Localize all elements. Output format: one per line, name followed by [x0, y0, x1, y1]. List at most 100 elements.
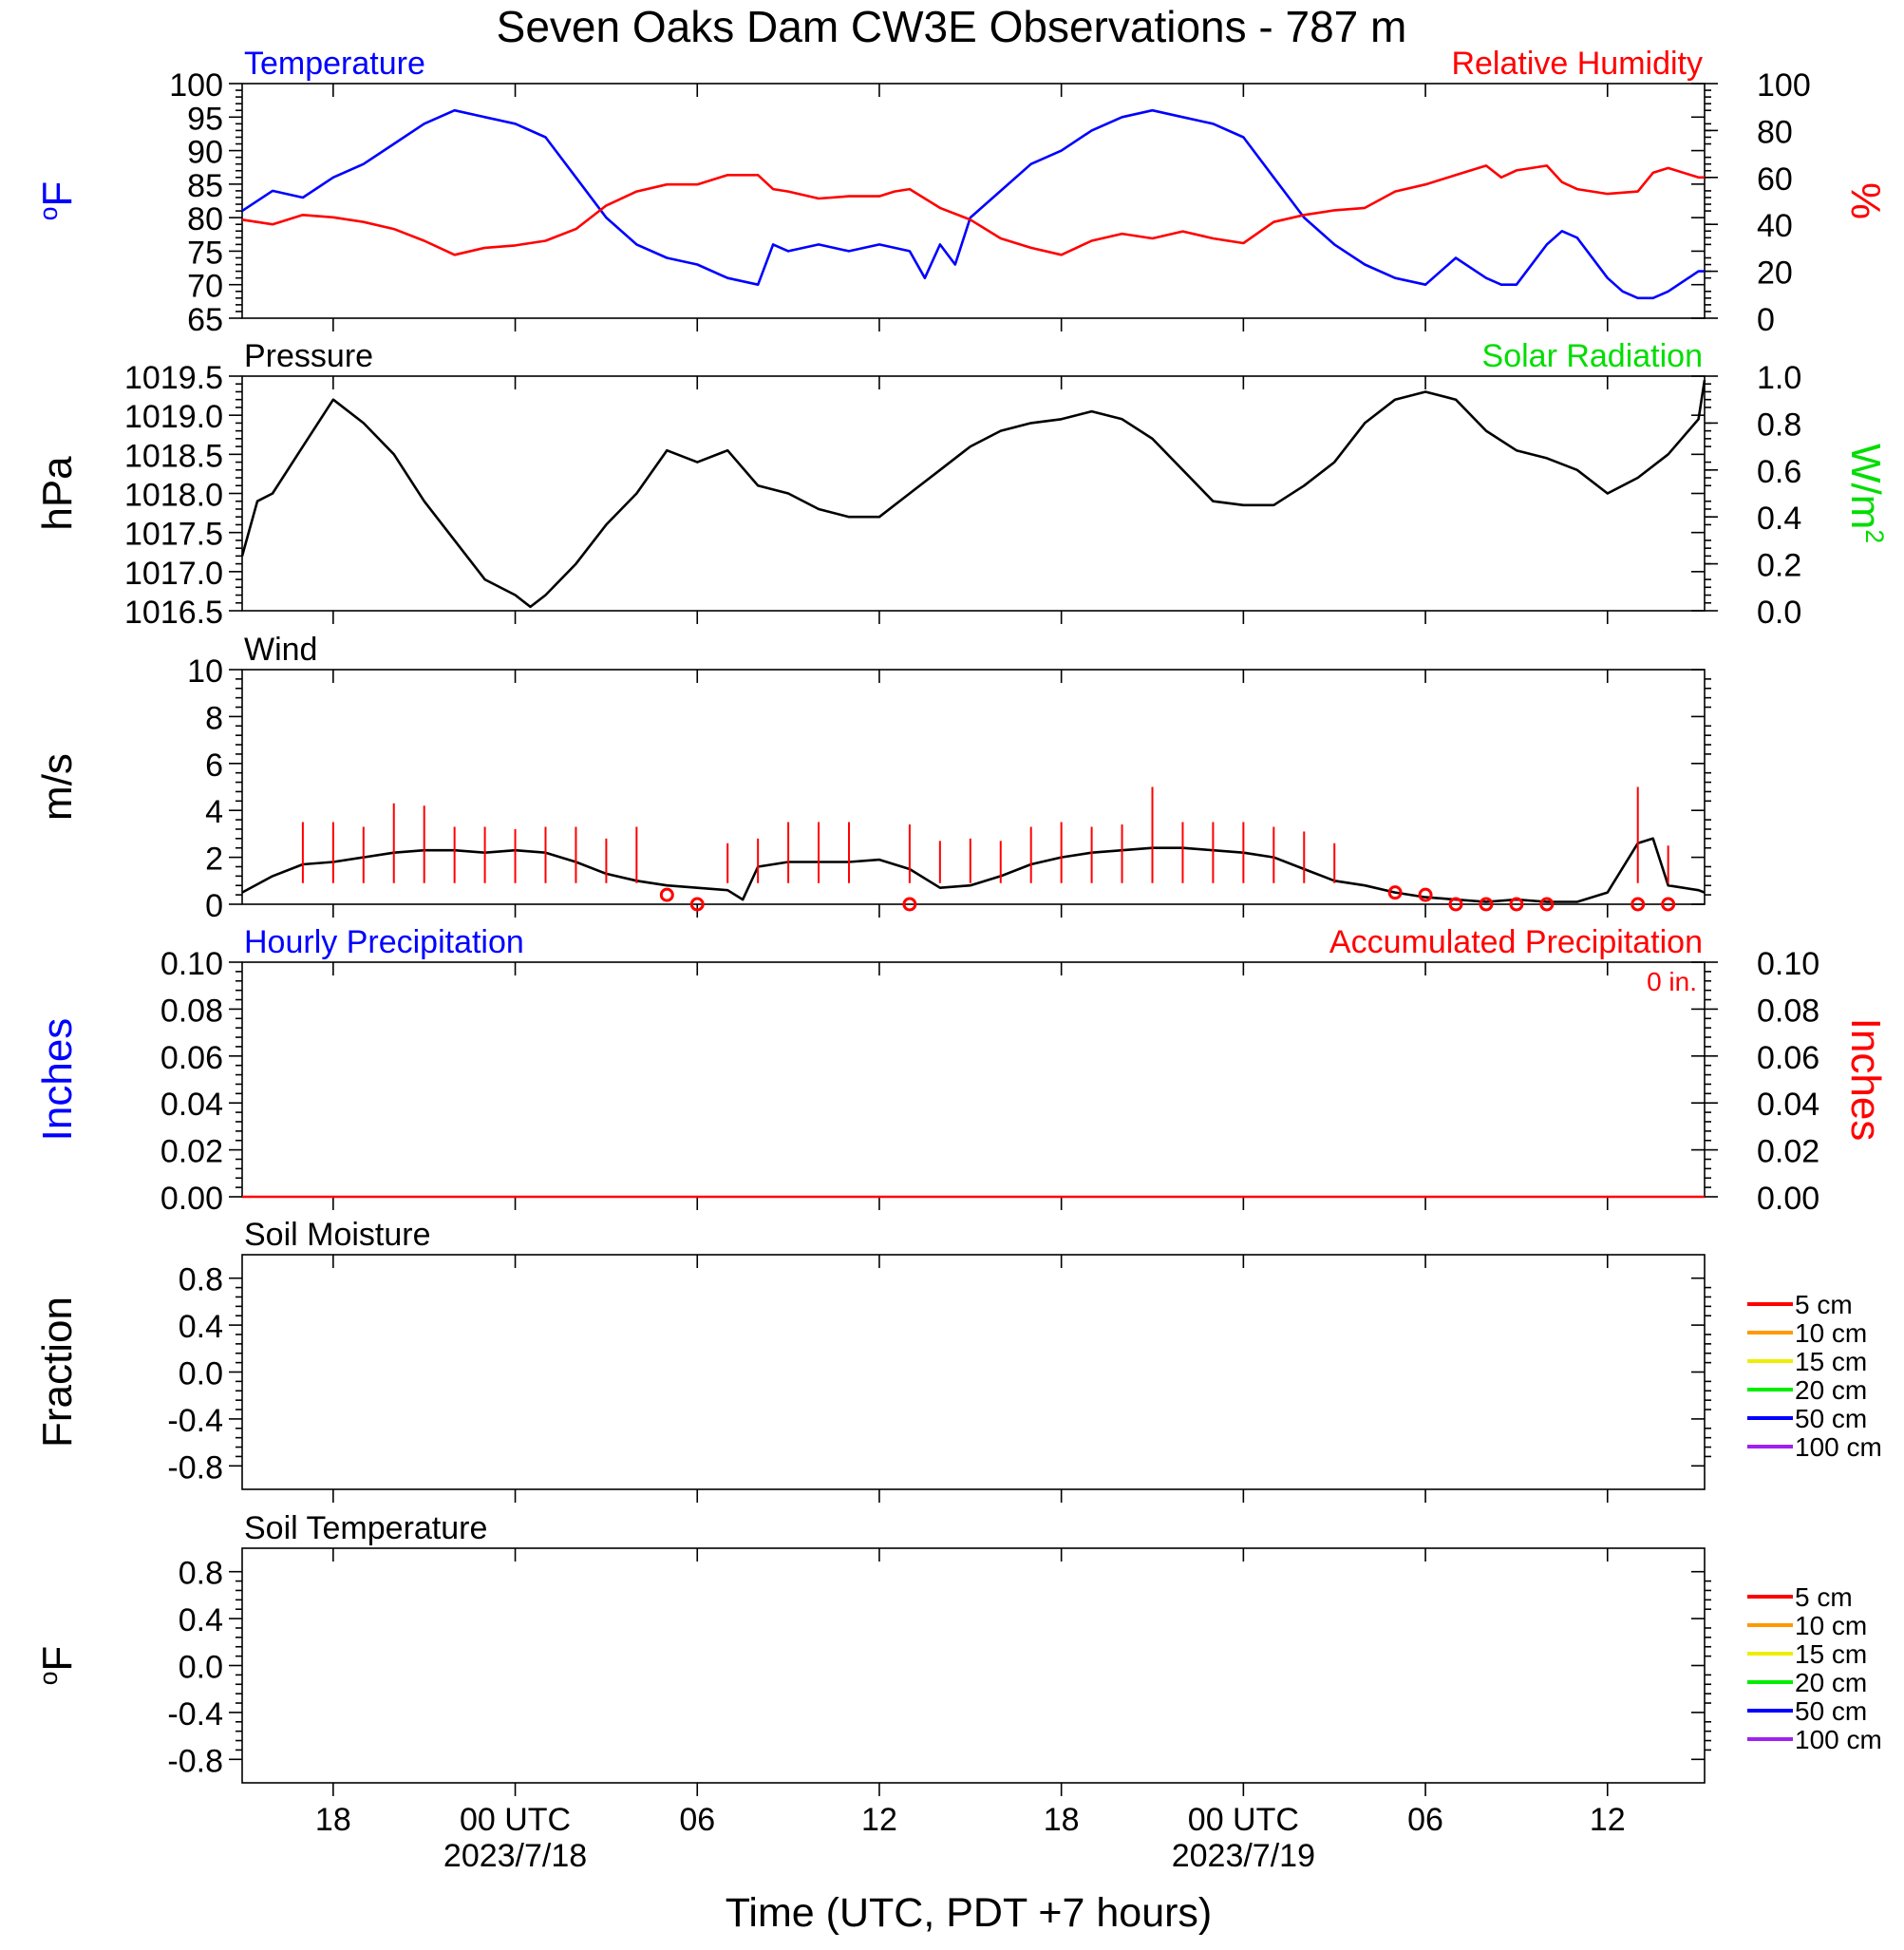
y-tick-label-left: 0.0 [179, 1650, 223, 1686]
y-tick-label-left: 8 [205, 700, 223, 736]
y-tick-label-right: 0.04 [1757, 1087, 1819, 1123]
y-tick-label-left: 1019.5 [124, 360, 223, 396]
panel-wind: 0 2 4 6 8 10 Wind m/s [34, 632, 1711, 924]
y-axis-label-left: hPa [34, 456, 81, 531]
y-tick-label-left: 0.08 [160, 993, 223, 1029]
y-tick-label-left: 6 [205, 748, 223, 784]
y-tick-label-right: 0.8 [1757, 407, 1801, 443]
panel-frame [241, 83, 1706, 319]
chart-title: Seven Oaks Dam CW3E Observations - 787 m [497, 2, 1407, 51]
y-axis-label-right: % [1842, 182, 1889, 219]
y-tick-label-left: 0.04 [160, 1087, 223, 1123]
panel-soil_moisture: -0.8 -0.4 0.0 0.4 0.8 Soil Moisture Fraction 5 … [34, 1217, 1882, 1503]
y-tick-label-left: 85 [187, 168, 223, 204]
y-tick-label-left: 1017.5 [124, 517, 223, 553]
y-tick-label-left: 65 [187, 302, 223, 338]
y-tick-label-left: 90 [187, 135, 223, 171]
y-tick-label-left: 1019.0 [124, 399, 223, 435]
legend-label: 100 cm [1795, 1432, 1882, 1462]
series-line-relative-humidity [241, 164, 1705, 256]
y-tick-label-right: 0 [1757, 302, 1775, 338]
y-tick-label-left: 80 [187, 201, 223, 237]
calm-marker [1661, 897, 1676, 912]
calm-marker [1509, 897, 1524, 912]
y-tick-label-left: -0.8 [167, 1743, 223, 1779]
y-tick-label-left: 10 [187, 653, 223, 690]
x-tick-label: 12 [1590, 1802, 1626, 1838]
y-tick-label-left: 70 [187, 269, 223, 305]
y-tick-label-left: 0 [205, 888, 223, 924]
y-tick-label-left: 1017.0 [124, 556, 223, 592]
panel-frame [241, 669, 1706, 905]
series-line-temperature [241, 108, 1705, 300]
panel-title-left: Hourly Precipitation [244, 924, 524, 960]
y-tick-label-right: 100 [1757, 67, 1811, 104]
series-line-pressure [240, 379, 1706, 609]
y-tick-label-right: 0.02 [1757, 1134, 1819, 1170]
y-tick-label-right: 40 [1757, 208, 1793, 244]
y-tick-label-left: 0.4 [179, 1602, 223, 1638]
y-tick-label-left: 0.10 [160, 946, 223, 982]
y-tick-label-left: 95 [187, 101, 223, 137]
y-tick-label-right: 0.6 [1757, 454, 1801, 490]
panel-title-right: Relative Humidity [1451, 46, 1703, 82]
y-tick-label-right: 1.0 [1757, 360, 1801, 396]
y-tick-label-left: 75 [187, 235, 223, 271]
y-tick-label-right: 60 [1757, 161, 1793, 198]
legend-label: 20 cm [1795, 1375, 1867, 1405]
panel-title-left: Wind [244, 632, 317, 668]
y-tick-label-right: 0.00 [1757, 1181, 1819, 1217]
panel-title-right: Solar Radiation [1482, 338, 1703, 374]
y-tick-label-left: -0.4 [167, 1403, 223, 1439]
y-axis-label-right: W/m2 [1842, 444, 1889, 543]
y-tick-label-right: 0.0 [1757, 595, 1801, 631]
y-axis-label-right: Inches [1842, 1018, 1889, 1142]
y-tick-label-left: 1018.0 [124, 478, 223, 514]
y-tick-label-left: -0.8 [167, 1449, 223, 1486]
calm-marker [1418, 887, 1433, 902]
panel-frame [241, 1547, 1706, 1784]
x-tick-label: 12 [861, 1802, 897, 1838]
y-axis-label-left: Fraction [34, 1297, 81, 1448]
panel-temperature_humidity: 65707580859095100020406080100Temperature… [34, 46, 1889, 338]
panel-frame [241, 1254, 1706, 1490]
y-axis-label-left: m/s [34, 753, 81, 821]
panels-group: 65707580859095100020406080100Temperature… [34, 46, 1889, 1874]
legend-label: 15 cm [1795, 1347, 1867, 1376]
legend-label: 50 cm [1795, 1404, 1867, 1433]
calm-marker [902, 897, 917, 912]
legend-label: 10 cm [1795, 1318, 1867, 1348]
x-tick-label: 18 [315, 1802, 351, 1838]
legend-label: 5 cm [1795, 1582, 1853, 1612]
x-tick-label: 18 [1044, 1802, 1080, 1838]
x-tick-label: 06 [679, 1802, 715, 1838]
calm-marker [1387, 885, 1403, 900]
y-axis-label-left: Inches [34, 1018, 81, 1142]
y-tick-label-left: 0.02 [160, 1134, 223, 1170]
y-tick-label-right: 80 [1757, 114, 1793, 150]
y-axis-label-left: oF [34, 181, 81, 221]
y-tick-label-left: 0.00 [160, 1181, 223, 1217]
y-tick-label-left: 4 [205, 794, 223, 830]
y-tick-label-left: 1018.5 [124, 438, 223, 474]
calm-marker [1631, 897, 1646, 912]
legend-label: 50 cm [1795, 1696, 1867, 1726]
y-tick-label-left: 0.0 [179, 1356, 223, 1392]
y-tick-label-right: 0.10 [1757, 946, 1819, 982]
panel-title-left: Soil Temperature [244, 1510, 487, 1546]
calm-marker [659, 887, 674, 902]
y-tick-label-right: 0.08 [1757, 993, 1819, 1029]
panel-title-right: Accumulated Precipitation [1329, 924, 1703, 960]
y-tick-label-right: 0.06 [1757, 1040, 1819, 1076]
legend-label: 5 cm [1795, 1290, 1853, 1319]
panel-frame [241, 375, 1706, 612]
y-axis-label-left: oF [34, 1646, 81, 1686]
panel-title-left: Temperature [244, 46, 425, 82]
y-tick-label-right: 0.2 [1757, 548, 1801, 584]
panel-title-left: Soil Moisture [244, 1217, 431, 1253]
y-tick-label-left: 0.8 [179, 1262, 223, 1298]
y-tick-label-left: 1016.5 [124, 595, 223, 631]
